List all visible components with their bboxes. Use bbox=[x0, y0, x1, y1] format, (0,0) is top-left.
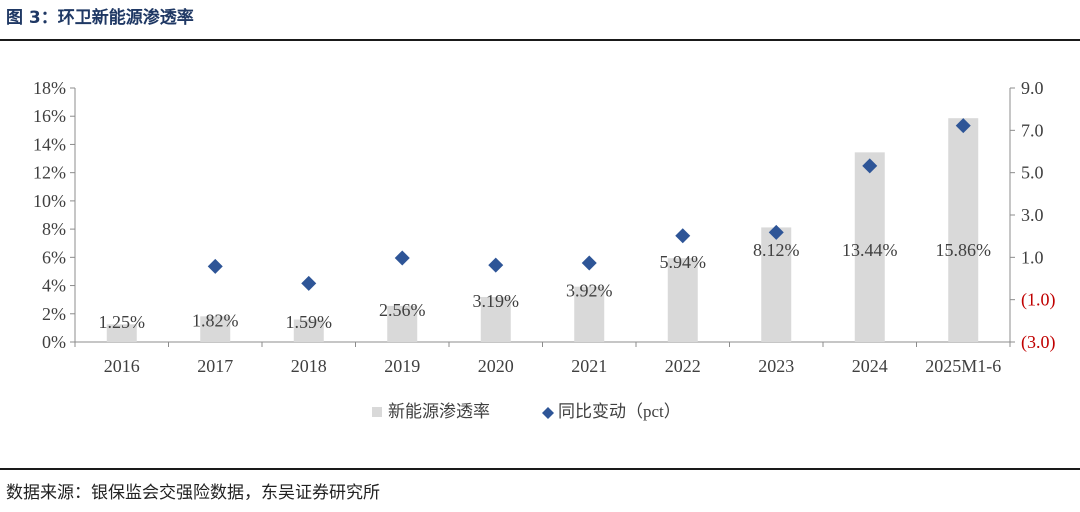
right-tick-label: (1.0) bbox=[1021, 290, 1056, 311]
diamond-marker bbox=[768, 224, 784, 240]
diamond-marker bbox=[675, 228, 691, 244]
bar bbox=[387, 305, 418, 342]
left-tick-label: 18% bbox=[33, 78, 66, 98]
bar bbox=[854, 152, 885, 342]
bar-data-labels: 1.25% 1.82% 1.59% 2.56% 3.19% 3.92% 5.94% 8.12%… bbox=[99, 240, 992, 332]
left-tick-label: 12% bbox=[33, 163, 66, 183]
x-tick-label: 2024 bbox=[852, 356, 888, 376]
bar-data-label: 8.12% bbox=[753, 240, 800, 260]
left-tick-label: 0% bbox=[42, 332, 66, 352]
bar-data-label: 3.19% bbox=[473, 291, 520, 311]
left-tick-label: 14% bbox=[33, 134, 66, 154]
right-tick-label: (3.0) bbox=[1021, 332, 1056, 353]
diamond-marker bbox=[862, 158, 878, 174]
left-tick-label: 8% bbox=[42, 219, 66, 239]
left-tick-label: 16% bbox=[33, 106, 66, 126]
right-tick-label: 7.0 bbox=[1021, 120, 1044, 140]
diamond-marker bbox=[207, 258, 223, 274]
bar bbox=[200, 316, 231, 342]
x-tick-label: 2018 bbox=[291, 356, 327, 376]
diamond-marker bbox=[581, 255, 597, 271]
left-tick-label: 10% bbox=[33, 191, 66, 211]
right-tick-label: 9.0 bbox=[1021, 78, 1044, 98]
diamond-marker bbox=[301, 275, 317, 291]
figure-title: 图 3：环卫新能源渗透率 bbox=[6, 8, 194, 28]
diamond-marker bbox=[955, 118, 971, 134]
marker-series bbox=[207, 118, 971, 291]
bar-series bbox=[106, 118, 979, 342]
bar-data-label: 1.82% bbox=[192, 310, 239, 330]
x-tick-label: 2021 bbox=[571, 356, 607, 376]
x-tick-label: 2017 bbox=[197, 356, 233, 376]
bar bbox=[667, 258, 698, 342]
bar bbox=[574, 286, 605, 342]
right-tick-label: 1.0 bbox=[1021, 247, 1044, 267]
left-tick-label: 6% bbox=[42, 247, 66, 267]
bar-data-label: 5.94% bbox=[660, 252, 707, 272]
bar-data-label: 3.92% bbox=[566, 281, 613, 301]
bar-data-label: 1.25% bbox=[99, 312, 146, 332]
bar bbox=[293, 319, 324, 342]
diamond-marker bbox=[394, 250, 410, 266]
legend-diamond-swatch bbox=[542, 407, 554, 419]
left-tick-label: 2% bbox=[42, 304, 66, 324]
x-tick-label: 2016 bbox=[104, 356, 140, 376]
bar-data-label: 15.86% bbox=[936, 240, 992, 260]
x-tick-label: 2025M1-6 bbox=[925, 356, 1001, 376]
right-tick-label: 5.0 bbox=[1021, 163, 1044, 183]
bar bbox=[106, 324, 137, 342]
x-tick-labels: 2016 2017 2018 2019 2020 2021 2022 2023 2024 2025… bbox=[104, 356, 1002, 376]
x-tick-label: 2022 bbox=[665, 356, 701, 376]
source-note: 数据来源：银保监会交强险数据，东吴证券研究所 bbox=[6, 483, 380, 503]
bar-data-label: 1.59% bbox=[286, 312, 333, 332]
legend-bar-swatch bbox=[372, 407, 382, 417]
top-rule bbox=[0, 39, 1080, 41]
diamond-marker bbox=[488, 257, 504, 273]
chart-axes: 0% 2% 4% 6% 8% 10% 12% 14% 16% 18% (3.0) (1.0) 1.0 3.… bbox=[33, 78, 1056, 353]
right-tick-label: 3.0 bbox=[1021, 205, 1044, 225]
bar-data-label: 2.56% bbox=[379, 300, 426, 320]
bottom-rule bbox=[0, 468, 1080, 470]
x-tick-label: 2023 bbox=[758, 356, 794, 376]
combo-chart: 0% 2% 4% 6% 8% 10% 12% 14% 16% 18% (3.0) (1.0) 1.0 3.… bbox=[33, 78, 1056, 421]
bar-data-label: 13.44% bbox=[842, 240, 898, 260]
chart-legend: 新能源渗透率 同比变动（pct） bbox=[372, 402, 681, 421]
legend-bar-label: 新能源渗透率 bbox=[388, 402, 490, 421]
bar bbox=[480, 296, 511, 342]
x-tick-label: 2020 bbox=[478, 356, 514, 376]
x-tick-label: 2019 bbox=[384, 356, 420, 376]
bar bbox=[761, 227, 792, 342]
legend-diamond-label: 同比变动（pct） bbox=[558, 402, 681, 421]
bar bbox=[948, 118, 979, 342]
left-tick-label: 4% bbox=[42, 276, 66, 296]
